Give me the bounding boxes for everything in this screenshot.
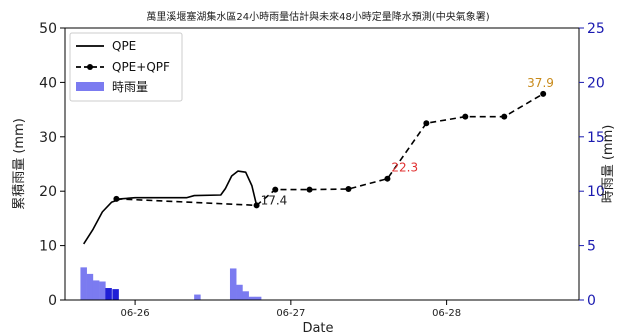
right-tick-label-4: 20 <box>587 75 605 91</box>
series-line-1 <box>116 93 544 207</box>
series-point-1-5 <box>384 175 391 182</box>
hourly-bar-6 <box>194 294 201 300</box>
left-tick-label-5: 50 <box>39 21 57 37</box>
left-tick-label-1: 10 <box>39 239 57 255</box>
x-axis-label: Date <box>302 321 333 336</box>
legend-qpe-label: QPE <box>112 39 136 53</box>
annotation-1: 22.3 <box>391 161 418 175</box>
hourly-bar-7 <box>229 268 237 300</box>
legend-hourly-swatch <box>76 82 104 91</box>
hourly-bar-11 <box>254 296 262 300</box>
legend-qpf-marker <box>87 64 93 70</box>
series-point-1-7 <box>462 113 469 120</box>
hourly-bar-0 <box>80 267 87 300</box>
x-tick-label-1: 06-27 <box>276 308 305 319</box>
hourly-bar-1 <box>86 273 94 300</box>
series-point-1-6 <box>423 120 430 127</box>
annotations: 17.4 22.3 37.9 <box>261 76 554 208</box>
annotation-2: 37.9 <box>527 76 554 90</box>
right-axis: 0 5 10 15 20 25 <box>579 21 605 309</box>
hourly-bar-2 <box>92 280 100 300</box>
right-tick-label-3: 15 <box>587 130 605 146</box>
hourly-bar-10 <box>248 296 256 300</box>
left-tick-label-4: 40 <box>39 75 57 91</box>
right-tick-label-0: 0 <box>587 293 596 309</box>
left-tick-label-0: 0 <box>48 293 57 309</box>
right-tick-label-1: 5 <box>587 239 596 255</box>
left-tick-label-3: 30 <box>39 130 57 146</box>
hourly-bar-8 <box>236 284 243 300</box>
legend: QPE QPE+QPF 時雨量 <box>69 32 183 102</box>
hourly-bar-5 <box>112 289 119 300</box>
left-tick-label-2: 20 <box>39 184 57 200</box>
chart-title: 萬里溪堰塞湖集水區24小時雨量估計與未來48小時定量降水預測(中央氣象署) <box>146 10 489 23</box>
series-point-1-1 <box>253 202 260 209</box>
series-point-1-4 <box>345 186 352 193</box>
plot-frame <box>64 27 580 301</box>
series-point-1-0 <box>113 195 120 202</box>
left-axis-label: 累積雨量 (mm) <box>12 118 27 210</box>
x-tick-label-0: 06-26 <box>121 308 150 319</box>
series-point-1-9 <box>540 90 547 97</box>
series-point-1-8 <box>501 113 508 120</box>
series-line-0 <box>83 170 258 245</box>
series-lines <box>83 90 547 245</box>
series-point-1-2 <box>272 186 279 193</box>
series-point-1-3 <box>306 186 313 193</box>
x-tick-label-2: 06-28 <box>432 308 461 319</box>
right-axis-label: 時雨量 (mm) <box>601 125 616 204</box>
hourly-bars <box>80 267 262 300</box>
right-tick-label-2: 10 <box>587 184 605 200</box>
x-axis: 06-26 06-27 06-28 <box>121 300 461 319</box>
right-tick-label-5: 25 <box>587 21 605 37</box>
legend-qpf-label: QPE+QPF <box>112 60 170 74</box>
hourly-bar-3 <box>99 281 106 300</box>
legend-hourly-label: 時雨量 <box>112 80 148 94</box>
hourly-bar-4 <box>105 288 112 300</box>
annotation-0: 17.4 <box>261 193 288 207</box>
hourly-bar-9 <box>242 291 249 300</box>
left-axis: 0 10 20 30 40 50 <box>39 21 65 309</box>
